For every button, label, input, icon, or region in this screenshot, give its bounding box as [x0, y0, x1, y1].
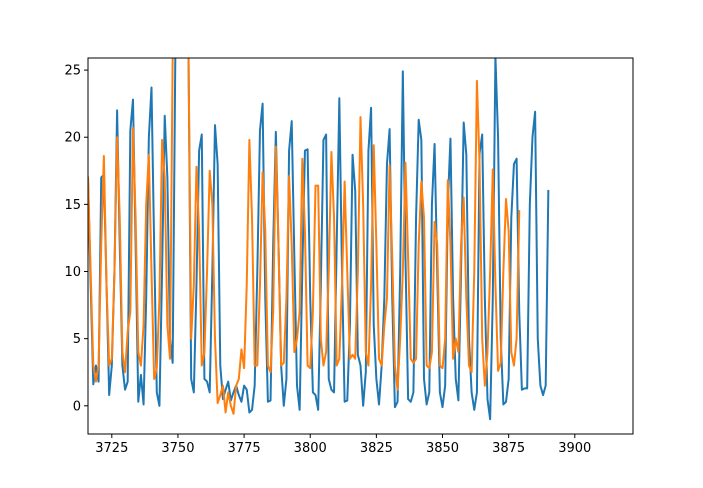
y-tick-label: 15	[64, 198, 81, 213]
x-tick-label: 3900	[558, 441, 591, 456]
y-tick-label: 0	[73, 399, 81, 414]
series-line-1	[88, 58, 550, 421]
y-tick-label: 10	[64, 265, 81, 280]
x-tick-label: 3800	[294, 441, 327, 456]
x-tick-label: 3775	[228, 441, 261, 456]
y-tick-label: 5	[73, 332, 81, 347]
x-tick-label: 3875	[492, 441, 525, 456]
y-tick-label: 20	[64, 131, 81, 146]
x-tick-label: 3850	[426, 441, 459, 456]
x-tick-label: 3825	[360, 441, 393, 456]
series-layer	[88, 58, 550, 421]
axes-frame	[87, 57, 634, 435]
x-tick-label: 3750	[161, 441, 194, 456]
x-axis: 3725 3750 3775 3800 3825 3850 3875 3900	[95, 434, 591, 456]
y-axis: 0 5 10 15 20 25	[64, 64, 88, 414]
x-tick-label: 3725	[95, 441, 128, 456]
series-line-2	[88, 58, 521, 415]
y-tick-label: 25	[64, 64, 81, 79]
